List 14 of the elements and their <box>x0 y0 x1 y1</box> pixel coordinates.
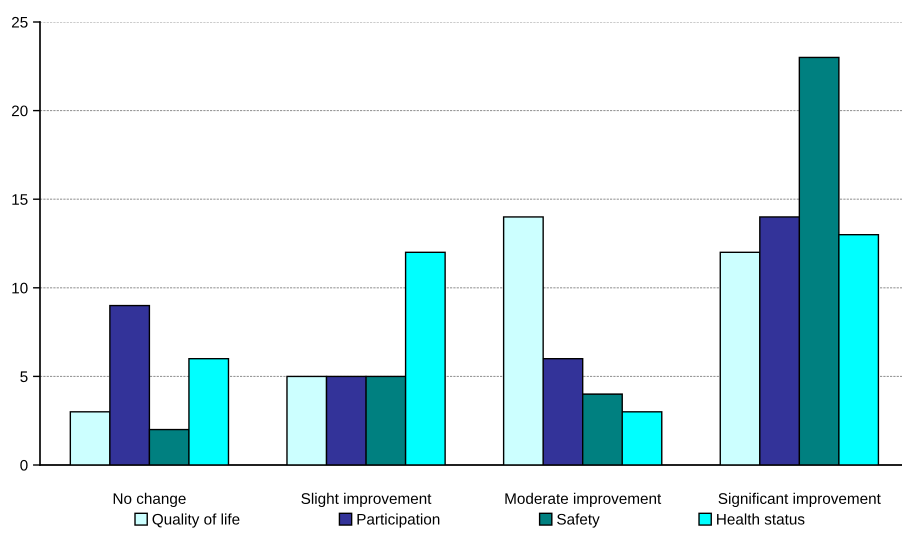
legend-label: Safety <box>557 513 600 528</box>
x-tick-label: No change <box>114 492 186 508</box>
x-tick-label: Slight improvement <box>301 492 432 508</box>
legend-label: Quality of life <box>152 513 240 528</box>
y-tick-label: 10 <box>12 282 28 294</box>
x-tick-label: Moderate improvement <box>505 492 662 508</box>
y-tick-label: 25 <box>12 16 28 28</box>
legend-label: Participation <box>357 513 440 528</box>
y-tick-label: 5 <box>20 371 28 382</box>
legend-label: Health status <box>717 513 804 525</box>
x-tick-label: Significant improvement <box>718 492 881 508</box>
y-tick-label: 15 <box>12 194 28 205</box>
y-tick-label: 0 <box>20 460 28 471</box>
y-tick-label: 20 <box>12 105 28 116</box>
